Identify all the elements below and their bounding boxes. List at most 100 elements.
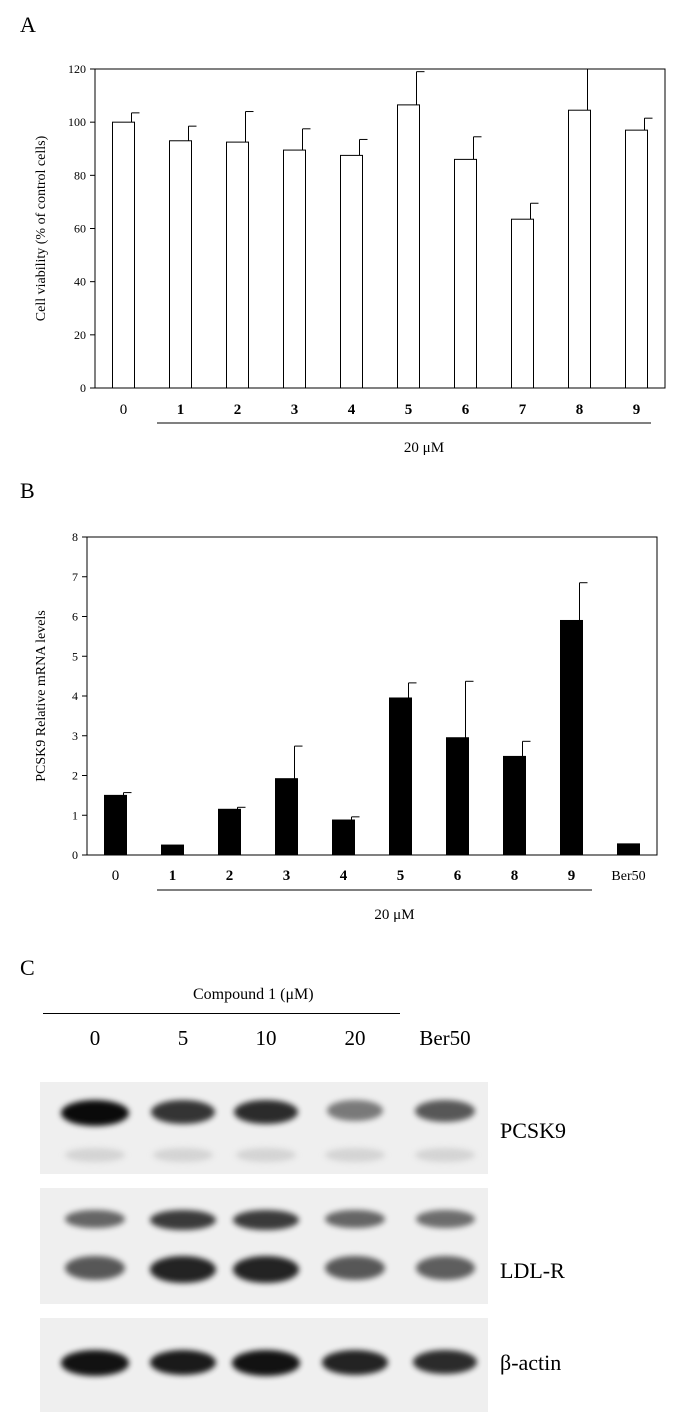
bar — [283, 149, 306, 389]
y-tick-label: 3 — [72, 729, 78, 743]
x-tick-label: 1 — [169, 868, 177, 884]
bar — [568, 109, 591, 389]
bar — [169, 140, 192, 389]
bar — [397, 104, 420, 389]
chart-b-pcsk9-mrna: 0 1 2 3 4 5 6 7 8 0 1 2 3 4 5 6 8 9 Ber50 20 μM PCSK9 Relati… — [34, 530, 658, 923]
x-tick-label: 9 — [633, 402, 641, 418]
blot-band — [149, 1350, 217, 1376]
y-axis-label: PCSK9 Relative mRNA levels — [34, 610, 49, 782]
y-tick-label: 5 — [72, 649, 78, 663]
blot-band-faint — [415, 1148, 475, 1162]
blot-lane-label: 5 — [177, 1026, 189, 1050]
x-tick-label: 9 — [568, 868, 576, 884]
x-tick-label: 6 — [454, 868, 462, 884]
blot-band — [415, 1256, 475, 1280]
blot-band — [415, 1210, 475, 1229]
bar — [560, 619, 583, 856]
x-tick-label: 5 — [397, 868, 405, 884]
blot-band — [151, 1100, 215, 1125]
bar — [389, 697, 412, 856]
blot-band — [326, 1100, 384, 1121]
x-tick-label: 8 — [511, 868, 519, 884]
y-tick-label: 120 — [68, 62, 86, 76]
blot-lane-label: 10 — [255, 1026, 277, 1050]
group-label: 20 μM — [404, 440, 444, 456]
y-tick-label: 0 — [80, 381, 86, 395]
blot-lane-label: 20 — [344, 1026, 366, 1050]
group-label: 20 μM — [374, 907, 414, 923]
panel-c-letter: C — [20, 955, 35, 980]
x-tick-label: 7 — [519, 402, 527, 418]
blot-band — [150, 1210, 216, 1231]
y-axis-label: Cell viability (% of control cells) — [34, 135, 49, 321]
blot-header: Compound 1 (μM) — [193, 986, 314, 1003]
blot-strip — [40, 1082, 488, 1174]
blot-lane-label: Ber50 — [419, 1026, 471, 1050]
blot-band — [233, 1210, 299, 1231]
y-tick-label: 1 — [72, 808, 78, 822]
bar — [625, 129, 648, 389]
y-tick-label: 7 — [72, 570, 78, 584]
blot-band — [61, 1100, 129, 1126]
bar — [218, 808, 241, 856]
blot-band — [322, 1350, 388, 1375]
bar — [104, 794, 127, 856]
panel-b-letter: B — [20, 478, 35, 503]
bar — [503, 755, 526, 856]
y-tick-label: 40 — [74, 275, 86, 289]
blot-band — [65, 1210, 125, 1229]
blot-row-label: β-actin — [500, 1350, 562, 1375]
x-tick-label: 2 — [234, 402, 242, 418]
y-tick-label: 2 — [72, 769, 78, 783]
y-tick-label: 8 — [72, 530, 78, 544]
blot-row-label: PCSK9 — [500, 1118, 567, 1143]
x-tick-label: 3 — [291, 402, 299, 418]
x-tick-label: 2 — [226, 868, 234, 884]
y-tick-label: 100 — [68, 115, 86, 129]
bar — [617, 843, 640, 856]
blot-band — [150, 1256, 216, 1283]
blot-header-line — [43, 1013, 400, 1014]
x-tick-label: 0 — [120, 402, 128, 418]
blot-band-faint — [153, 1148, 213, 1162]
x-tick-label: 4 — [348, 402, 356, 418]
blot-band — [233, 1100, 299, 1125]
bar — [332, 819, 355, 856]
x-tick-label: 3 — [283, 868, 291, 884]
panel-a-letter: A — [20, 12, 36, 37]
blot-band — [232, 1350, 300, 1376]
blot-band — [325, 1210, 385, 1229]
bar — [112, 121, 135, 389]
x-tick-label: 0 — [112, 868, 120, 884]
x-tick-label: 6 — [462, 402, 470, 418]
x-tick-label: 8 — [576, 402, 584, 418]
x-tick-label: 4 — [340, 868, 348, 884]
blot-band — [61, 1350, 129, 1376]
chart-a-cell-viability: 0 20 40 60 80 100 120 0 1 2 3 4 5 6 7 8 9 20 μM Cell viabi… — [34, 62, 666, 456]
bar — [226, 141, 249, 389]
blot-band-faint — [65, 1148, 125, 1162]
bar — [446, 737, 469, 856]
x-tick-label: 1 — [177, 402, 185, 418]
y-tick-label: 4 — [72, 689, 78, 703]
x-tick-label: 5 — [405, 402, 413, 418]
y-tick-label: 0 — [72, 848, 78, 862]
blot-strip — [40, 1188, 488, 1304]
blot-band-faint — [236, 1148, 296, 1162]
blot-band-faint — [325, 1148, 385, 1162]
x-tick-label: Ber50 — [611, 869, 645, 884]
blot-band — [325, 1256, 385, 1281]
blot-strip — [40, 1318, 488, 1412]
blot-lane-label: 0 — [89, 1026, 101, 1050]
bar — [511, 218, 534, 389]
y-tick-label: 6 — [72, 610, 78, 624]
y-tick-label: 20 — [74, 328, 86, 342]
bar — [161, 844, 184, 856]
blot-band — [412, 1350, 478, 1375]
bar — [275, 778, 298, 856]
blot-band — [233, 1256, 299, 1283]
bar — [340, 154, 363, 389]
blot-band — [415, 1100, 475, 1123]
blot-row-label: LDL-R — [500, 1258, 565, 1283]
y-tick-label: 80 — [74, 168, 86, 182]
